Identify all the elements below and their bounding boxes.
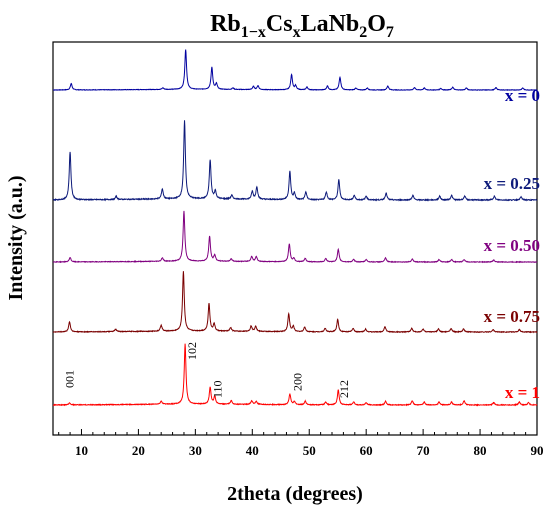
series-label-2: x = 0.50 [484,236,540,255]
series-label-4: x = 1 [505,383,540,402]
x-tick-label: 40 [246,443,259,458]
series-layer [52,49,538,407]
chart-title: Rb1−xCsxLaNb2O7 [210,11,394,41]
peak-label-110: 110 [211,380,225,398]
x-tick-label: 70 [417,443,430,458]
x-tick-label: 10 [75,443,88,458]
series-line-4 [52,343,538,407]
series-line-0 [52,49,538,91]
peak-label-001: 001 [63,370,77,388]
x-tick-label: 50 [303,443,316,458]
x-axis-title: 2theta (degrees) [227,483,363,505]
x-tick-label: 30 [189,443,202,458]
peak-label-102: 102 [185,342,199,360]
x-tick-label: 90 [531,443,544,458]
series-line-3 [52,271,538,334]
x-tick-label: 20 [132,443,145,458]
x-axis: 10 20 30 40 50 60 70 80 90 [58,429,544,458]
series-line-2 [52,210,538,264]
series-label-1: x = 0.25 [484,174,540,193]
series-label-0: x = 0 [505,86,540,105]
series-label-3: x = 0.75 [484,307,540,326]
annotation-layer: 001 102 110 200 212 [63,342,352,398]
peak-label-212: 212 [337,380,351,398]
series-line-1 [52,120,538,202]
x-tick-label: 60 [360,443,373,458]
plot-frame [52,41,538,436]
peak-label-200: 200 [290,373,304,391]
x-tick-label: 80 [474,443,487,458]
series-labels: x = 0 x = 0.25 x = 0.50 x = 0.75 x = 1 [484,86,540,402]
y-axis-title: Intensity (a.u.) [5,175,27,300]
